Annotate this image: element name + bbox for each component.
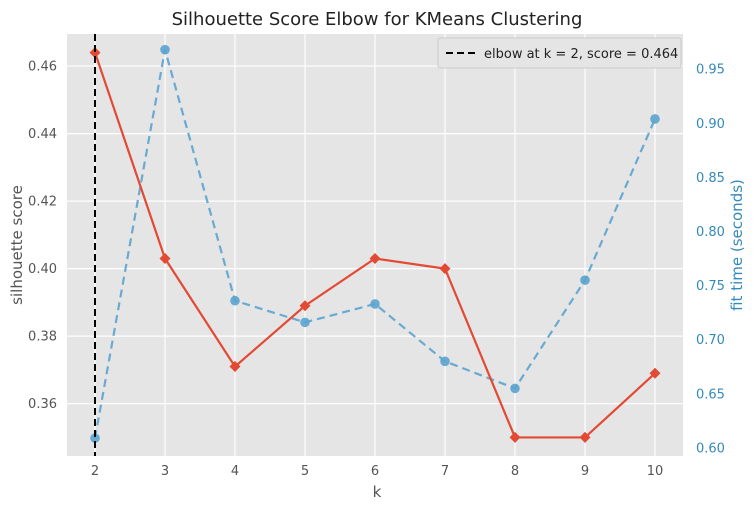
x-tick-label: 8 <box>511 464 519 479</box>
y-tick-label: 0.46 <box>28 60 57 75</box>
y-tick-label: 0.36 <box>28 397 57 412</box>
chart-title: Silhouette Score Elbow for KMeans Cluste… <box>172 9 583 30</box>
x-tick-label: 2 <box>91 464 99 479</box>
fit-time-point <box>370 299 380 309</box>
x-tick-label: 6 <box>371 464 379 479</box>
fit-time-series <box>90 44 660 443</box>
fit-time-point <box>650 114 660 124</box>
y2-tick-label: 0.70 <box>696 333 725 348</box>
x-tick-label: 3 <box>161 464 169 479</box>
silhouette-score-point <box>229 361 241 373</box>
silhouette-score-point <box>649 367 661 379</box>
silhouette-score-point <box>579 431 591 443</box>
y2-tick-label: 0.75 <box>696 279 725 294</box>
y-tick-label: 0.44 <box>28 127 57 142</box>
fit-time-point <box>580 275 590 285</box>
right-axis-ticks: 0.60 0.65 0.70 0.75 0.80 0.85 0.90 0.95 <box>696 63 725 457</box>
x-axis-ticks: 2 3 4 5 6 7 8 9 10 <box>91 464 663 479</box>
y2-axis-label: fit time (seconds) <box>728 179 746 311</box>
fit-time-point <box>160 44 170 55</box>
silhouette-score-point <box>299 300 311 312</box>
grid-lines <box>67 34 683 456</box>
x-tick-label: 10 <box>647 464 664 479</box>
silhouette-score-point <box>439 263 451 275</box>
y2-tick-label: 0.90 <box>696 117 725 132</box>
legend-box <box>437 37 682 69</box>
silhouette-score-point <box>509 431 521 443</box>
fit-time-point <box>230 295 240 306</box>
y2-tick-label: 0.60 <box>696 441 725 456</box>
y-axis-label: silhouette score <box>8 185 26 305</box>
silhouette-score-point <box>89 47 101 59</box>
fit-time-point <box>300 317 310 328</box>
x-tick-label: 7 <box>441 464 449 479</box>
silhouette-score-point <box>159 253 171 265</box>
y2-tick-label: 0.65 <box>696 387 725 402</box>
y-tick-label: 0.38 <box>28 330 57 345</box>
x-tick-label: 5 <box>301 464 309 479</box>
y2-tick-label: 0.95 <box>696 63 725 78</box>
y-tick-label: 0.40 <box>28 262 57 277</box>
left-axis-ticks: 0.36 0.38 0.40 0.42 0.44 0.46 <box>28 60 57 413</box>
y-tick-label: 0.42 <box>28 195 57 210</box>
fit-time-point <box>440 356 450 367</box>
y2-tick-label: 0.85 <box>696 171 725 186</box>
silhouette-score-series <box>89 47 661 443</box>
x-tick-label: 9 <box>581 464 589 479</box>
y2-tick-label: 0.80 <box>696 225 725 240</box>
fit-time-point <box>90 433 100 443</box>
x-tick-label: 4 <box>231 464 239 479</box>
legend-elbow-label: elbow at k = 2, score = 0.464 <box>484 47 678 62</box>
x-axis-label: k <box>373 483 382 501</box>
fit-time-point <box>510 383 520 394</box>
legend: elbow at k = 2, score = 0.464 <box>437 37 682 69</box>
silhouette-score-point <box>369 253 381 265</box>
